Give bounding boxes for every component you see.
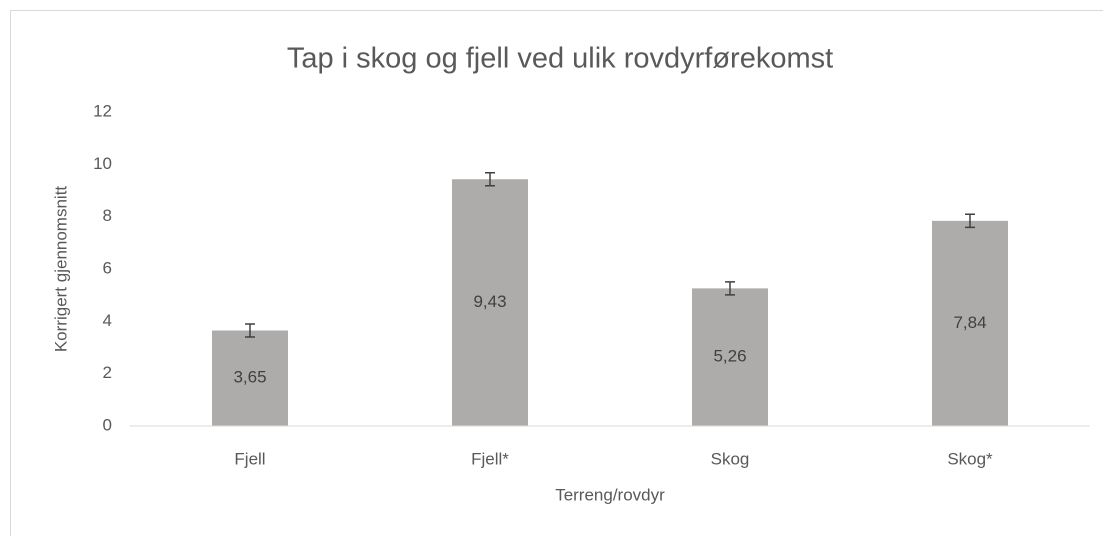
error-bar: [485, 171, 495, 187]
data-label: 7,84: [953, 313, 986, 332]
error-bar: [965, 213, 975, 229]
y-tick-label: 6: [103, 258, 112, 277]
data-label: 3,65: [233, 368, 266, 387]
bar: [212, 330, 288, 426]
bar: [692, 288, 768, 426]
x-tick-label: Skog*: [947, 449, 993, 468]
x-tick-label: Skog: [711, 449, 750, 468]
error-bar: [245, 323, 255, 338]
y-tick-label: 4: [103, 311, 112, 330]
y-tick-label: 0: [103, 415, 112, 434]
chart-border: [10, 10, 1103, 536]
data-label: 9,43: [473, 292, 506, 311]
x-tick-label: Fjell*: [471, 449, 509, 468]
y-tick-label: 2: [103, 363, 112, 382]
x-tick-label: Fjell: [234, 449, 265, 468]
data-label: 5,26: [713, 347, 746, 366]
y-axis-label: Korrigert gjennomsnitt: [51, 186, 70, 353]
bar: [452, 179, 528, 426]
error-bar: [725, 281, 735, 296]
y-tick-label: 8: [103, 206, 112, 225]
x-axis-label: Terreng/rovdyr: [555, 485, 665, 504]
chart-title: Tap i skog og fjell ved ulik rovdyrførek…: [287, 43, 833, 75]
y-tick-label: 10: [93, 154, 112, 173]
bar: [932, 220, 1008, 426]
y-tick-label: 12: [93, 101, 112, 120]
